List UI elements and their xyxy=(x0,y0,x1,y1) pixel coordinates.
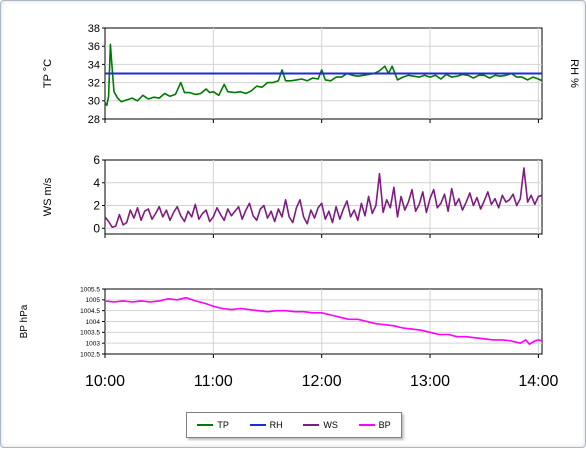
ws-ylabel: WS m/s xyxy=(42,177,54,216)
legend-entry-rh: RH xyxy=(249,420,283,430)
legend-swatch-rh xyxy=(249,424,266,426)
bp-ytick-label-4: 1004.5 xyxy=(80,308,100,315)
legend-swatch-bp xyxy=(358,424,375,426)
bp-ytick-label-0: 1002.5 xyxy=(80,351,100,358)
legend-label-ws: WS xyxy=(323,420,338,430)
legend-entry-tp: TP xyxy=(197,420,229,430)
ws-ytick-label-2: 4 xyxy=(93,176,100,190)
legend-label-tp: TP xyxy=(217,420,229,430)
tp-rh-ytick-label-0: 28 xyxy=(88,114,100,126)
ws-ytick-label-0: 0 xyxy=(93,222,100,236)
bp-ytick-label-1: 1003 xyxy=(86,340,101,347)
bp-ytick-label-5: 1005 xyxy=(86,297,101,304)
x-tick-label-4: 14:00 xyxy=(518,373,558,390)
x-tick-label-1: 11:00 xyxy=(194,373,233,390)
x-tick-label-3: 13:00 xyxy=(410,373,450,390)
legend-swatch-tp xyxy=(197,424,214,426)
tp-rh-ytick-label-4: 36 xyxy=(88,41,100,53)
ws-ytick-label-3: 6 xyxy=(93,153,100,167)
tp-rh-ylabel: TP °C xyxy=(42,59,54,88)
chart-legend: TP RH WS BP xyxy=(186,412,402,438)
tp-rh-ytick-label-3: 34 xyxy=(88,59,100,71)
ws-ytick-label-1: 2 xyxy=(93,199,100,213)
legend-entry-ws: WS xyxy=(303,420,338,430)
bp-ytick-label-2: 1003.5 xyxy=(80,330,100,337)
bp-ylabel: BP hPa xyxy=(19,304,30,338)
legend-entry-bp: BP xyxy=(358,420,391,430)
bp-ytick-label-3: 1004 xyxy=(86,319,101,326)
tp-rh-ytick-label-1: 30 xyxy=(88,96,100,108)
tp-rh-ytick-label-5: 38 xyxy=(88,23,100,35)
series-line-tp xyxy=(104,43,543,107)
legend-label-rh: RH xyxy=(269,420,283,430)
series-line-bp xyxy=(104,296,543,346)
ws-plot-area xyxy=(104,159,543,235)
tp-rh-ytick-label-2: 32 xyxy=(88,77,100,89)
bp-ytick-label-6: 1005.5 xyxy=(80,286,100,293)
x-tick-label-2: 12:00 xyxy=(302,373,342,390)
series-line-ws xyxy=(104,167,543,228)
legend-label-bp: BP xyxy=(378,420,391,430)
x-tick-label-0: 10:00 xyxy=(85,373,125,390)
tp-rh-ylabel-right: RH % xyxy=(568,59,580,88)
legend-swatch-ws xyxy=(303,424,320,426)
